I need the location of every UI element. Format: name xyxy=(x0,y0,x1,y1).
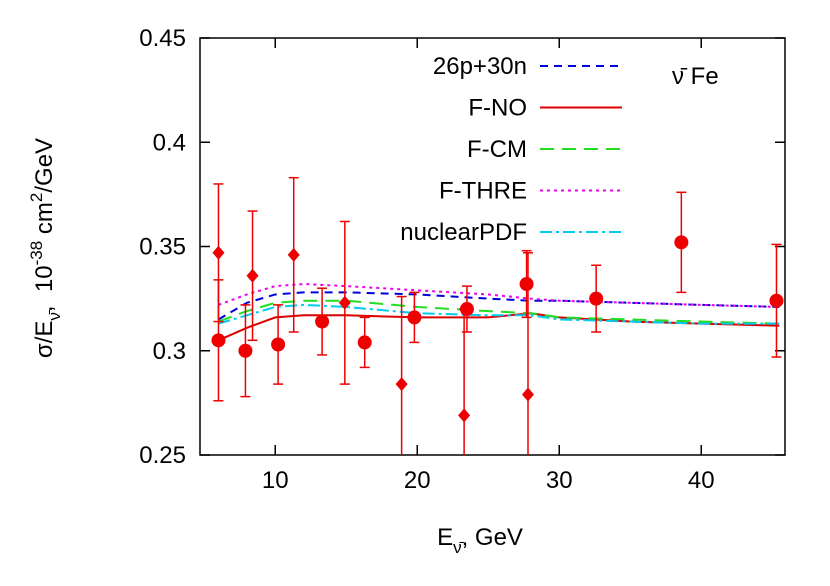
curve xyxy=(218,303,780,325)
legend-label: F-CM xyxy=(467,136,527,163)
annotation: ν̄ Fe xyxy=(672,63,719,90)
data-point xyxy=(521,387,534,402)
y-tick-label: 0.45 xyxy=(139,25,186,52)
y-axis-label: σ/Eν̄, 10-38 cm2/GeV xyxy=(27,138,64,358)
y-label-part: 2 xyxy=(27,193,46,202)
legend-label: nuclearPDF xyxy=(400,219,527,246)
data-point xyxy=(271,337,286,352)
y-tick-label: 0.4 xyxy=(153,129,186,156)
curve xyxy=(218,312,780,342)
data-point xyxy=(357,335,372,350)
x-label-part: ν̄ xyxy=(453,538,465,557)
y-label-part: σ/E xyxy=(31,321,58,359)
data-point xyxy=(287,247,300,262)
x-tick-label: 20 xyxy=(404,467,431,494)
data-point xyxy=(246,268,259,283)
y-label-part: , 10 xyxy=(31,265,58,312)
data-point xyxy=(458,408,471,423)
x-tick-label: 10 xyxy=(262,467,289,494)
data-point xyxy=(589,291,604,306)
data-point xyxy=(212,245,225,260)
legend-label: F-NO xyxy=(468,95,527,122)
x-tick-label: 40 xyxy=(688,467,715,494)
x-tick-label: 30 xyxy=(546,467,573,494)
data-point xyxy=(407,310,422,325)
y-label-part: ν̄ xyxy=(45,309,64,321)
y-label-part: -38 xyxy=(27,241,46,266)
legend-label: F-THRE xyxy=(439,178,527,205)
data-point xyxy=(238,343,253,358)
data-point xyxy=(315,314,330,329)
data-point xyxy=(395,377,408,392)
data-point xyxy=(519,277,534,292)
x-label-part: E xyxy=(437,524,453,551)
y-label-part: cm xyxy=(31,202,58,241)
x-label-part: , GeV xyxy=(462,524,523,551)
legend-label: 26p+30n xyxy=(433,53,527,80)
x-axis-label: Eν̄, GeV xyxy=(437,524,523,557)
y-tick-label: 0.35 xyxy=(139,234,186,261)
data-point xyxy=(769,293,784,308)
curve xyxy=(217,291,780,321)
y-tick-label: 0.25 xyxy=(139,442,186,469)
y-tick-label: 0.3 xyxy=(153,338,186,365)
curve xyxy=(218,283,780,308)
data-point xyxy=(674,235,689,250)
data-point xyxy=(338,295,351,310)
data-point xyxy=(211,333,226,348)
y-label-part: /GeV xyxy=(31,138,58,193)
curve xyxy=(218,299,780,325)
